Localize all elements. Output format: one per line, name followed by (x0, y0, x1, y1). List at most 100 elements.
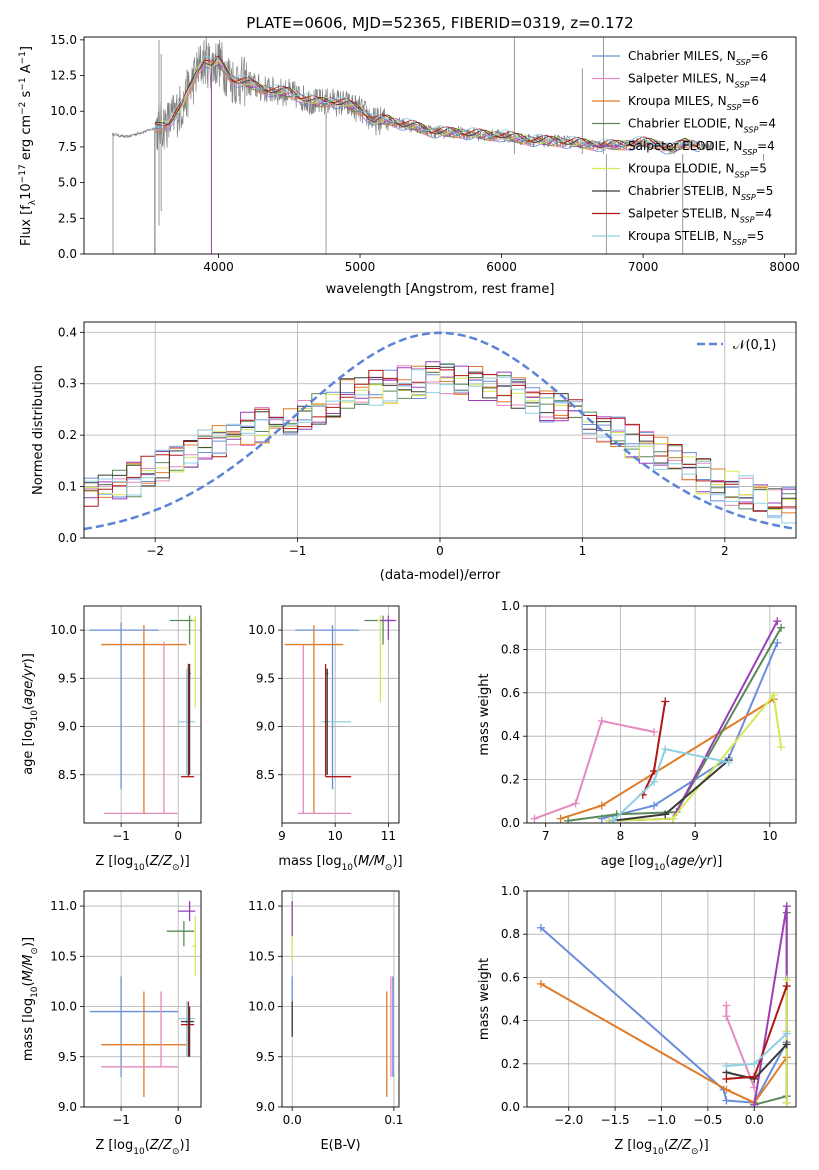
y-tick-label: 0.6 (501, 686, 520, 700)
label-part: Z/Z (149, 1138, 173, 1153)
chart-title: PLATE=0606, MJD=52365, FIBERID=0319, z=0… (246, 14, 633, 32)
x-tick-label: 0 (174, 1113, 182, 1127)
y-tick-label: 1.0 (501, 884, 520, 898)
axes-frame (83, 36, 797, 255)
label-part: =6 (741, 94, 759, 108)
y-tick-label: 0.4 (58, 325, 77, 339)
y-tick-label: 0.6 (501, 970, 520, 984)
label-part: λ (28, 199, 38, 205)
label-part: Z [log (95, 1138, 133, 1153)
weight-marker (722, 1074, 731, 1083)
observed-spectrum (111, 37, 714, 155)
label-part: Z/Z (668, 1138, 692, 1153)
x-tick-label: −2.0 (554, 1113, 583, 1127)
weight-line (560, 698, 775, 820)
y-tick-label: 9.5 (58, 1050, 77, 1064)
weight-line (540, 983, 788, 1104)
weight-marker (750, 1072, 759, 1081)
label-part: SSP (740, 215, 755, 224)
label-part: Salpeter STELIB, N (628, 207, 740, 221)
label-part: SSP (732, 238, 747, 247)
weight-line (612, 748, 730, 822)
legend-label: Chabrier ELODIE, NSSP=4 (628, 117, 776, 135)
label-part: ( (21, 981, 36, 986)
weight-marker (650, 727, 659, 736)
x-tick-label: 10 (328, 829, 343, 843)
label-part: SSP (744, 125, 759, 134)
label-part: Z/Z (149, 854, 173, 869)
y-tick-label: 10.0 (50, 1000, 77, 1014)
mass-vs-ebv-panel: 0.0 0.1 9.0 9.5 10.0 10.5 11.0 E(B-V) (248, 890, 403, 1153)
axes-frame (526, 605, 797, 824)
gaussian-curve (84, 331, 796, 531)
x-tick-label: 11 (381, 829, 396, 843)
label-part: 10 (133, 863, 145, 873)
label-part: =4 (757, 139, 775, 153)
label-part: −1 (18, 51, 28, 64)
weight-line (534, 719, 655, 820)
y-tick-label: 0.8 (501, 927, 520, 941)
weight-marker (750, 1059, 759, 1068)
weight-marker (597, 717, 606, 726)
legend-label: Kroupa STELIB, NSSP=5 (628, 229, 764, 247)
y-tick-label: 0.1 (58, 480, 77, 494)
label-part: Flux [f (19, 205, 34, 246)
label-part: s (19, 90, 34, 101)
x-axis-label: wavelength [Angstrom, rest frame] (326, 282, 555, 297)
label-part: erg cm (19, 115, 34, 164)
x-tick-label: 0.0 (283, 1113, 302, 1127)
weight-marker (773, 617, 782, 626)
label-part: 10 (342, 863, 354, 873)
label-part: M/M (21, 955, 36, 982)
legend-label: Salpeter STELIB, NSSP=4 (628, 207, 772, 225)
x-tick-label: 9 (691, 829, 699, 843)
weight-marker (722, 1001, 731, 1010)
y-axis-label: Flux [fλ10−17 erg cm−2 s−1 A−1] (18, 46, 38, 246)
y-tick-label: 9.0 (256, 720, 275, 734)
weight-marker (750, 1100, 759, 1107)
plot-area (530, 617, 786, 823)
y-tick-label: 9.0 (58, 720, 77, 734)
x-tick-label: 5000 (345, 260, 376, 274)
x-tick-label: −1.0 (647, 1113, 676, 1127)
label-part: ⊙ (691, 1147, 699, 1157)
label-part: SSP (736, 58, 751, 67)
label-part: SSP (742, 148, 757, 157)
label-part: =4 (749, 72, 767, 86)
label-part: 10 (654, 863, 666, 873)
legend-label: Chabrier STELIB, NSSP=5 (628, 184, 773, 202)
label-part: 10 (133, 1147, 145, 1157)
x-tick-label: 4000 (203, 260, 234, 274)
y-tick-label: 0.2 (58, 428, 77, 442)
weight-marker (556, 814, 565, 823)
y-axis-label: Normed distribution (31, 365, 46, 495)
y-tick-label: 0.8 (501, 642, 520, 656)
y-tick-label: 10.0 (248, 623, 275, 637)
residual-histogram (84, 369, 796, 538)
y-tick-label: 7.5 (58, 140, 77, 154)
y-tick-label: 9.5 (58, 671, 77, 685)
y-tick-label: 15.0 (50, 33, 77, 47)
label-part: SSP (741, 193, 756, 202)
weight-marker (773, 638, 782, 647)
plot-area (89, 615, 197, 815)
x-tick-label: −1.5 (601, 1113, 630, 1127)
label-part: mass [log (278, 854, 341, 869)
label-part: SSP (735, 170, 750, 179)
weight-marker (536, 979, 545, 988)
label-part: =5 (749, 162, 767, 176)
y-tick-label: 0.2 (501, 773, 520, 787)
weight-marker (782, 1040, 791, 1049)
y-tick-label: 0.4 (501, 729, 520, 743)
x-axis-label: Z [log10(Z/Z⊙)] (95, 854, 189, 873)
weight-marker (777, 743, 786, 752)
label-part: Z [log (614, 1138, 652, 1153)
x-tick-label: 9 (278, 829, 286, 843)
label-part: Chabrier ELODIE, N (628, 117, 744, 131)
label-part: =6 (750, 49, 768, 63)
label-part: E(B-V) (320, 1138, 360, 1153)
label-part: ⊙ (172, 863, 180, 873)
weight-vs-z-panel: −2.0 −1.5 −1.0 −0.5 0.0 0.0 0.2 0.4 0.6 0.8 1.0 Z [… (477, 884, 797, 1157)
label-part: =5 (747, 229, 765, 243)
